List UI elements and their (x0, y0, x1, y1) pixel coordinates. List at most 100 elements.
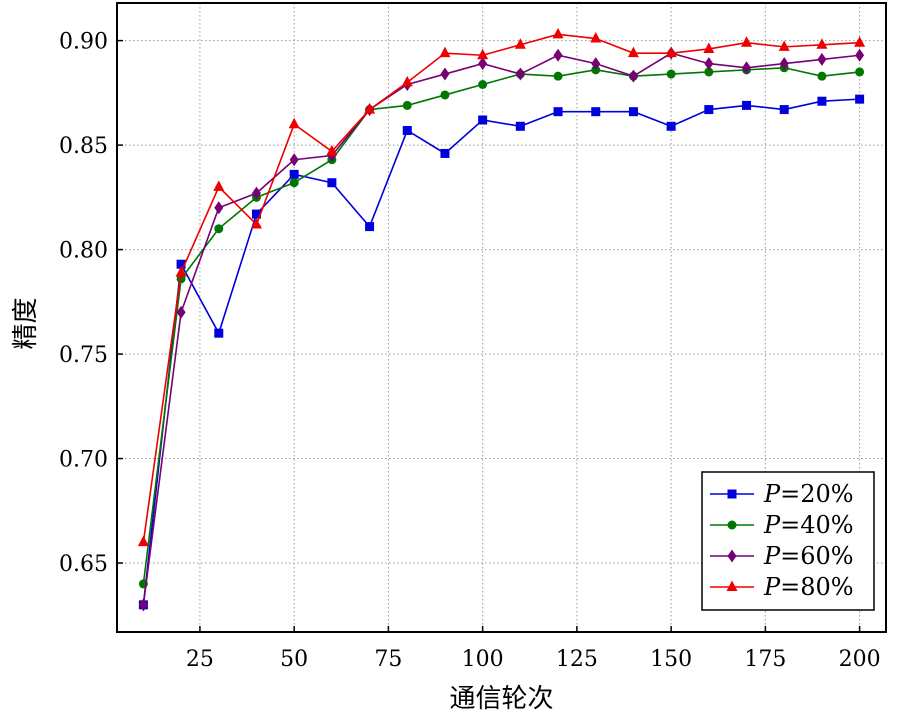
legend-value: =20% (780, 480, 853, 508)
legend-label: P=80% (763, 573, 854, 601)
legend-value: =60% (780, 542, 853, 570)
x-tick-label: 25 (186, 647, 214, 672)
data-point (704, 67, 714, 77)
legend-item: P=60% (710, 542, 854, 570)
data-point (402, 125, 412, 135)
series-3 (137, 27, 866, 547)
data-point (477, 48, 489, 60)
legend-marker (727, 520, 737, 530)
data-point (364, 103, 376, 114)
x-tick-label: 125 (556, 647, 598, 672)
data-point (251, 209, 261, 219)
data-point (326, 144, 338, 156)
data-point (591, 57, 601, 71)
legend-item: P=40% (710, 511, 854, 539)
data-point (288, 117, 300, 129)
legend-marker (727, 489, 737, 499)
data-point (628, 107, 638, 117)
y-axis-label: 精度 (11, 297, 41, 349)
data-point (250, 218, 262, 229)
data-point (251, 186, 261, 200)
data-point (779, 57, 789, 71)
legend-label: P=60% (763, 542, 854, 570)
data-point (741, 36, 753, 47)
y-tick-label: 0.80 (59, 239, 108, 264)
data-point (289, 169, 299, 179)
data-point (515, 67, 525, 81)
data-point (704, 105, 714, 115)
x-axis-label: 通信轮次 (449, 684, 553, 714)
legend-variable: P (763, 542, 781, 570)
data-point (176, 274, 186, 284)
data-point (666, 121, 676, 131)
data-point (214, 224, 224, 234)
data-point (628, 69, 638, 83)
series-line (142, 33, 860, 543)
data-point (742, 100, 752, 110)
data-point (590, 32, 602, 43)
data-point (176, 259, 186, 269)
data-point (478, 115, 488, 125)
data-point (401, 75, 413, 87)
x-tick-label: 175 (744, 647, 786, 672)
data-point (666, 69, 676, 79)
data-point (365, 222, 375, 232)
data-point (854, 36, 866, 47)
y-tick-label: 0.90 (59, 30, 108, 55)
legend-label: P=40% (763, 511, 854, 539)
data-point (552, 27, 564, 39)
data-point (778, 40, 790, 51)
data-point (627, 46, 639, 58)
data-point (816, 38, 828, 49)
y-tick-label: 0.75 (59, 343, 108, 368)
series-layer (137, 27, 866, 612)
data-point (742, 61, 752, 75)
series-line (142, 66, 860, 585)
data-point (138, 598, 148, 612)
x-tick-label: 50 (280, 647, 308, 672)
legend-variable: P (763, 480, 781, 508)
legend-variable: P (763, 511, 781, 539)
data-point (175, 266, 187, 277)
data-point (440, 148, 450, 158)
y-tick-label: 0.65 (59, 552, 108, 577)
data-point (440, 67, 450, 81)
data-point (213, 180, 225, 191)
data-point (478, 57, 488, 71)
data-point (591, 107, 601, 117)
x-tick-label: 75 (374, 647, 402, 672)
data-point (214, 201, 224, 215)
x-tick-label: 150 (650, 647, 692, 672)
data-point (478, 79, 488, 89)
legend-variable: P (763, 573, 781, 601)
data-point (855, 94, 865, 104)
x-tick-label: 200 (839, 647, 881, 672)
data-point (665, 46, 677, 58)
legend-label: P=20% (763, 480, 854, 508)
data-point (515, 121, 525, 131)
plot-frame (116, 2, 887, 633)
data-point (137, 535, 149, 547)
series-2 (138, 46, 865, 612)
data-point (553, 107, 563, 117)
data-point (214, 328, 224, 338)
y-tick-label: 0.70 (59, 448, 108, 473)
data-point (817, 96, 827, 106)
data-point (817, 52, 827, 66)
y-tick-label: 0.85 (59, 134, 108, 159)
data-point (704, 57, 714, 71)
data-point (514, 38, 526, 49)
data-point (779, 105, 789, 115)
legend-value: =80% (780, 573, 853, 601)
x-tick-label: 100 (462, 647, 504, 672)
data-point (439, 46, 451, 58)
legend-item: P=20% (710, 480, 854, 508)
legend-item: P=80% (710, 573, 854, 601)
legend: P=20%P=40%P=60%P=80% (701, 471, 875, 611)
data-point (703, 42, 715, 53)
data-point (176, 305, 186, 319)
data-point (855, 67, 865, 77)
data-point (817, 71, 827, 81)
